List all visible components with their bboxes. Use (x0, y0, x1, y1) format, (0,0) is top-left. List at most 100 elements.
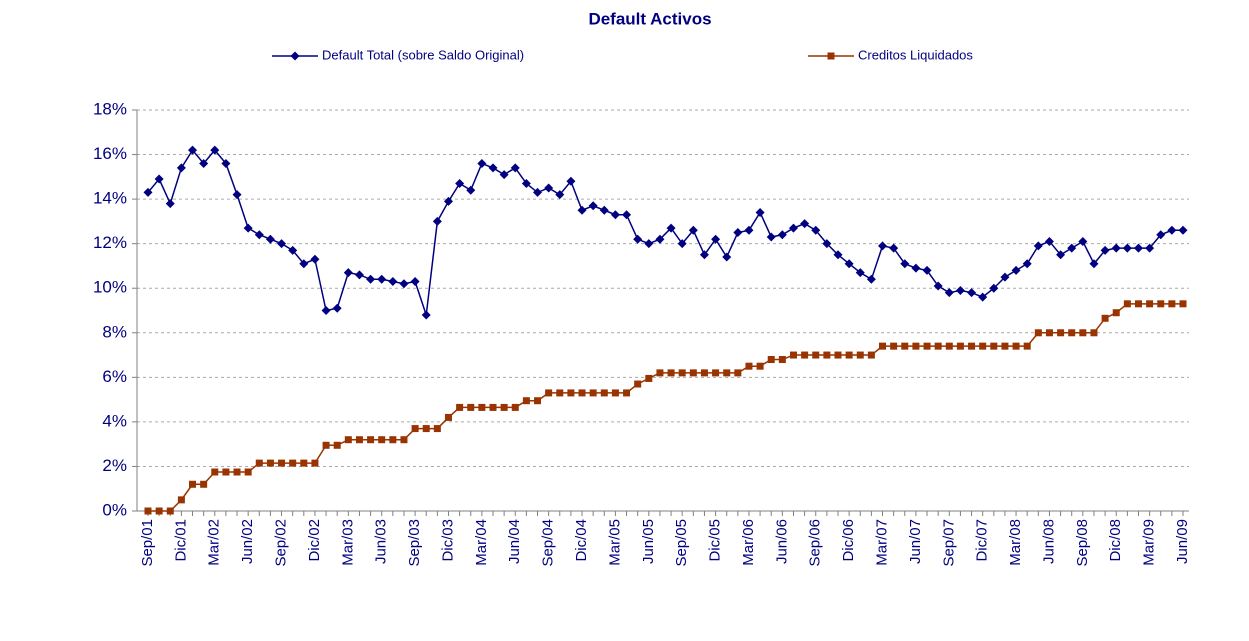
x-tick-label: Mar/08 (1007, 519, 1024, 566)
data-point (978, 292, 988, 302)
data-point (923, 342, 931, 350)
data-point (622, 210, 632, 220)
data-point (534, 397, 542, 405)
data-point (889, 243, 899, 253)
data-point (1133, 243, 1143, 253)
data-point (667, 369, 675, 377)
data-point (510, 163, 520, 173)
data-point (656, 369, 664, 377)
data-point (567, 389, 575, 397)
x-tick-label: Sep/01 (139, 519, 156, 567)
data-point (1068, 329, 1076, 337)
data-point (265, 234, 275, 244)
data-point (1056, 250, 1066, 260)
data-point (623, 389, 631, 397)
data-point (1022, 259, 1032, 269)
data-point (277, 239, 287, 249)
data-point (367, 436, 375, 444)
data-point (400, 436, 408, 444)
data-point (812, 351, 820, 359)
x-tick-label: Sep/02 (273, 519, 290, 567)
x-tick-label: Sep/07 (940, 519, 957, 567)
data-point (990, 342, 998, 350)
data-point (466, 185, 476, 195)
data-point (722, 252, 732, 262)
data-point (788, 223, 798, 233)
data-point (244, 468, 252, 476)
data-point (699, 250, 709, 260)
data-point (1057, 329, 1065, 337)
data-point (755, 207, 765, 217)
data-point (377, 274, 387, 284)
x-tick-label: Dic/05 (707, 519, 724, 562)
data-point (856, 351, 864, 359)
data-point (634, 380, 642, 388)
data-point (956, 342, 964, 350)
y-tick-label: 6% (102, 367, 127, 386)
data-point (890, 342, 898, 350)
x-tick-label: Mar/03 (339, 519, 356, 566)
data-point (955, 285, 965, 295)
data-point (199, 158, 209, 168)
data-point (745, 362, 753, 370)
data-point (666, 223, 676, 233)
data-point (688, 225, 698, 235)
data-point (255, 459, 263, 467)
data-point (767, 356, 775, 364)
data-point (866, 274, 876, 284)
data-point (1067, 243, 1077, 253)
data-point (1079, 329, 1087, 337)
data-point (221, 158, 231, 168)
legend-marker (827, 52, 835, 60)
data-point (734, 369, 742, 377)
data-point (711, 234, 721, 244)
data-point (354, 270, 364, 280)
chart-title: Default Activos (588, 9, 711, 28)
x-tick-label: Sep/04 (540, 519, 557, 567)
x-tick-label: Dic/02 (306, 519, 323, 562)
data-point (944, 288, 954, 298)
x-tick-label: Sep/03 (406, 519, 423, 567)
data-point (378, 436, 386, 444)
x-tick-label: Sep/06 (807, 519, 824, 567)
data-point (578, 389, 586, 397)
x-tick-label: Dic/08 (1107, 519, 1124, 562)
data-point (421, 310, 431, 320)
y-tick-label: 0% (102, 500, 127, 519)
data-point (355, 436, 363, 444)
data-point (254, 230, 264, 240)
data-point (823, 351, 831, 359)
data-point (1078, 236, 1088, 246)
data-point (778, 356, 786, 364)
data-point (800, 219, 810, 229)
x-tick-label: Mar/07 (873, 519, 890, 566)
x-tick-label: Mar/04 (473, 519, 490, 566)
data-point (1111, 243, 1121, 253)
data-point (589, 389, 597, 397)
y-tick-label: 8% (102, 322, 127, 341)
data-point (901, 342, 909, 350)
data-point (644, 239, 654, 249)
data-point (300, 459, 308, 467)
data-point (189, 480, 197, 488)
data-point (499, 170, 509, 180)
x-tick-label: Mar/09 (1141, 519, 1158, 566)
data-point (489, 403, 497, 411)
data-point (1179, 300, 1187, 308)
x-tick-label: Mar/02 (206, 519, 223, 566)
data-point (1134, 300, 1142, 308)
data-point (322, 441, 330, 449)
data-point (811, 225, 821, 235)
data-point (678, 369, 686, 377)
x-tick-label: Dic/04 (573, 519, 590, 562)
data-point (443, 196, 453, 206)
legend-label: Default Total (sobre Saldo Original) (322, 47, 524, 62)
data-point (555, 190, 565, 200)
data-point (700, 369, 708, 377)
data-point (176, 163, 186, 173)
data-point (844, 259, 854, 269)
data-point (289, 459, 297, 467)
data-point (521, 179, 531, 189)
data-point (200, 480, 208, 488)
y-tick-label: 2% (102, 456, 127, 475)
